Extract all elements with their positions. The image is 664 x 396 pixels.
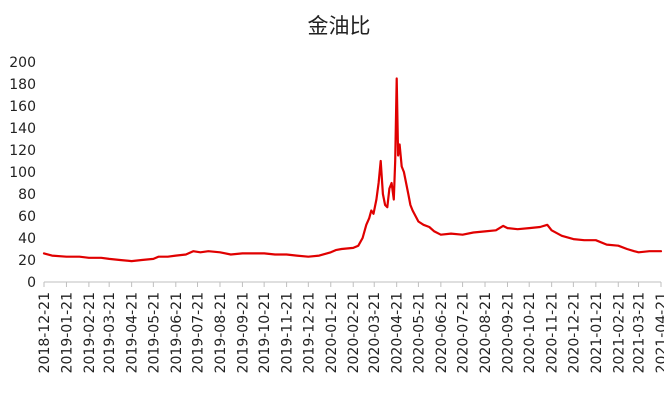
y-tick-label: 40 <box>18 231 36 247</box>
x-tick-label: 2020-05-21 <box>411 292 427 373</box>
x-tick-label: 2019-08-21 <box>213 292 229 373</box>
x-tick-label: 2021-03-21 <box>632 292 648 373</box>
x-tick-label: 2019-03-21 <box>102 292 118 373</box>
x-tick-label: 2019-09-21 <box>235 292 251 373</box>
y-tick-label: 200 <box>9 55 36 71</box>
y-tick-label: 180 <box>9 77 36 93</box>
x-tick-label: 2020-11-21 <box>545 292 561 373</box>
axes: 0 20 40 60 80 100 120 140 160 180 200 2018-12-21 201… <box>9 55 664 373</box>
x-tick-label: 2018-12-21 <box>37 292 53 373</box>
y-tick-label: 60 <box>18 209 36 225</box>
x-tick-label: 2020-06-21 <box>434 292 450 373</box>
x-tick-label: 2021-04-21 <box>654 292 664 373</box>
x-tick-label: 2019-01-21 <box>59 292 75 373</box>
x-tick-label: 2019-07-21 <box>191 292 207 373</box>
x-tick-label: 2019-11-21 <box>280 292 296 373</box>
y-tick-label: 80 <box>18 187 36 203</box>
x-tick-label: 2021-02-21 <box>611 292 627 373</box>
y-tick-label: 120 <box>9 143 36 159</box>
x-tick-label: 2020-10-21 <box>522 292 538 373</box>
x-tick-label: 2020-12-21 <box>566 292 582 373</box>
x-tick-label: 2019-06-21 <box>169 292 185 373</box>
x-tick-label: 2020-09-21 <box>500 292 516 373</box>
series-line-0 <box>42 77 663 263</box>
plot-area <box>42 77 663 263</box>
y-tick-label: 140 <box>9 121 36 137</box>
x-tick-label: 2019-10-21 <box>257 292 273 373</box>
x-tick-label: 2019-02-21 <box>82 292 98 373</box>
chart-title: 金油比 <box>308 14 371 38</box>
x-tick-label: 2021-01-21 <box>589 292 605 373</box>
y-tick-label: 100 <box>9 165 36 181</box>
x-tick-label: 2020-03-21 <box>367 292 383 373</box>
x-tick-label: 2019-05-21 <box>146 292 162 373</box>
x-tick-label: 2020-04-21 <box>390 292 406 373</box>
x-tick-label: 2020-01-21 <box>324 292 340 373</box>
y-tick-label: 160 <box>9 99 36 115</box>
x-tick-label: 2020-08-21 <box>478 292 494 373</box>
x-tick-label: 2019-12-21 <box>301 292 317 373</box>
x-tick-label: 2020-07-21 <box>456 292 472 373</box>
x-tick-label: 2019-04-21 <box>125 292 141 373</box>
y-tick-label: 0 <box>27 275 36 291</box>
x-tick-label: 2020-02-21 <box>346 292 362 373</box>
y-tick-label: 20 <box>18 253 36 269</box>
